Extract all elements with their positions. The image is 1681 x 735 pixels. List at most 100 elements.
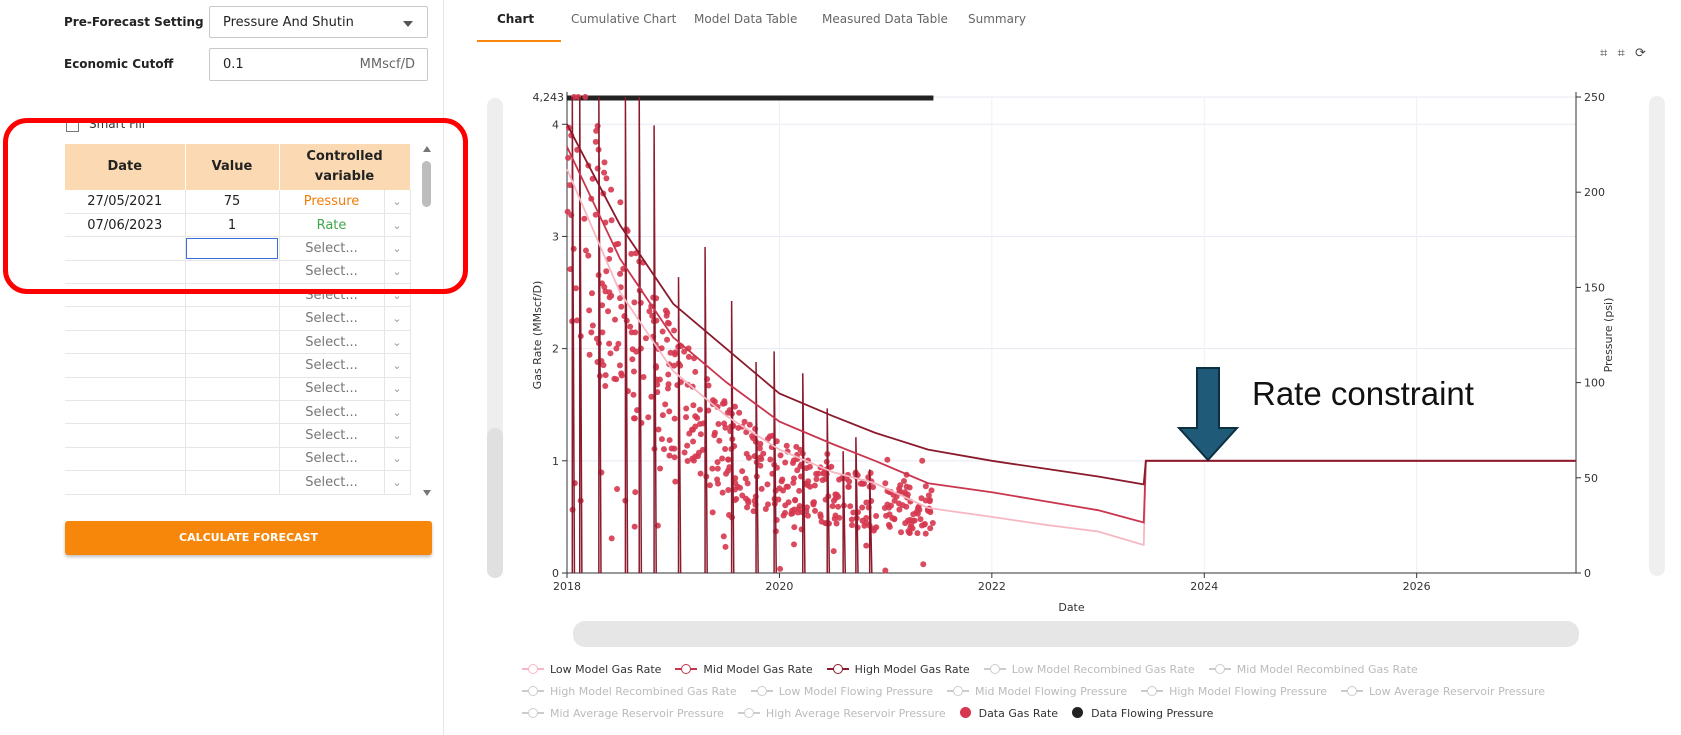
legend-item[interactable]: High Average Reservoir Pressure (737, 703, 946, 725)
chevron-down-icon[interactable]: ⌄ (384, 330, 411, 355)
date-cell[interactable] (65, 353, 186, 378)
date-cell[interactable] (65, 447, 186, 472)
legend-item[interactable]: Data Gas Rate (959, 703, 1058, 725)
controlled-variable-cell[interactable]: Select... (279, 447, 385, 472)
value-cell[interactable] (185, 306, 280, 331)
date-cell[interactable]: 27/05/2021 (65, 190, 186, 214)
table-row[interactable]: Select... ⌄ (65, 306, 411, 331)
legend-item[interactable]: High Model Gas Rate (826, 659, 970, 681)
table-row[interactable]: Select... ⌄ (65, 260, 411, 285)
date-cell[interactable] (65, 236, 186, 261)
value-cell[interactable] (185, 260, 280, 285)
controlled-variable-cell[interactable]: Select... (279, 470, 385, 495)
value-cell[interactable] (185, 236, 280, 261)
tab-cumulative-chart[interactable]: Cumulative Chart (571, 12, 677, 26)
legend-item[interactable]: High Model Recombined Gas Rate (522, 681, 737, 703)
y2-zoom-slider[interactable] (1649, 96, 1665, 576)
table-row[interactable]: Select... ⌄ (65, 400, 411, 425)
legend-item[interactable]: Mid Model Recombined Gas Rate (1208, 659, 1418, 681)
column-header-controlled-variable[interactable]: Controlled variable (279, 144, 411, 190)
economic-cutoff-input[interactable]: 0.1 MMscf/D (209, 48, 428, 81)
date-cell[interactable] (65, 400, 186, 425)
crop-icon[interactable]: ⌗ (1600, 46, 1608, 61)
table-row[interactable]: Select... ⌄ (65, 236, 411, 261)
tab-model-data-table[interactable]: Model Data Table (694, 12, 798, 26)
controlled-variable-cell[interactable]: Select... (279, 377, 385, 402)
date-cell[interactable] (65, 377, 186, 402)
tab-summary[interactable]: Summary (968, 12, 1026, 26)
value-cell[interactable] (185, 423, 280, 448)
table-row[interactable]: Select... ⌄ (65, 423, 411, 448)
date-cell[interactable] (65, 470, 186, 495)
column-header-date[interactable]: Date (65, 144, 186, 190)
chevron-down-icon[interactable]: ⌄ (384, 213, 411, 238)
crop-reset-icon[interactable]: ⌗ (1617, 46, 1625, 61)
value-cell[interactable]: 1 (185, 213, 280, 238)
chevron-down-icon[interactable]: ⌄ (384, 447, 411, 472)
legend-item[interactable]: Low Model Recombined Gas Rate (983, 659, 1195, 681)
chevron-down-icon[interactable]: ⌄ (384, 423, 411, 448)
value-cell[interactable] (185, 377, 280, 402)
column-header-value[interactable]: Value (185, 144, 280, 190)
date-cell[interactable] (65, 423, 186, 448)
grid-scrollbar[interactable] (421, 144, 433, 496)
table-row[interactable]: Select... ⌄ (65, 447, 411, 472)
series-line (566, 146, 1576, 524)
date-cell[interactable] (65, 306, 186, 331)
chevron-down-icon[interactable]: ⌄ (384, 377, 411, 402)
chevron-down-icon[interactable]: ⌄ (384, 400, 411, 425)
legend-item[interactable]: Low Average Reservoir Pressure (1341, 681, 1545, 703)
y-zoom-slider[interactable] (487, 98, 503, 578)
value-cell[interactable] (185, 330, 280, 355)
tab-measured-data-table[interactable]: Measured Data Table (822, 12, 948, 26)
data-gas-rate-point (665, 371, 672, 378)
table-row[interactable]: Select... ⌄ (65, 377, 411, 402)
value-cell[interactable] (185, 470, 280, 495)
value-cell[interactable] (185, 400, 280, 425)
chevron-down-icon[interactable]: ⌄ (384, 236, 411, 261)
table-row[interactable]: Select... ⌄ (65, 470, 411, 495)
table-row[interactable]: 27/05/2021 75 Pressure ⌄ (65, 190, 411, 214)
table-row[interactable]: Select... ⌄ (65, 330, 411, 355)
date-cell[interactable] (65, 330, 186, 355)
data-gas-rate-point (782, 459, 789, 466)
legend-item[interactable]: High Model Flowing Pressure (1141, 681, 1327, 703)
data-gas-rate-point (870, 484, 877, 491)
legend-item[interactable]: Mid Model Flowing Pressure (946, 681, 1127, 703)
controlled-variable-cell[interactable]: Select... (279, 330, 385, 355)
legend-item[interactable]: Mid Model Gas Rate (675, 659, 813, 681)
controlled-variable-cell[interactable]: Select... (279, 260, 385, 285)
chevron-down-icon[interactable]: ⌄ (384, 306, 411, 331)
scroll-up-icon[interactable] (423, 146, 431, 152)
controlled-variable-cell[interactable]: Select... (279, 236, 385, 261)
tab-chart[interactable]: Chart (497, 12, 535, 26)
table-row[interactable]: Select... ⌄ (65, 353, 411, 378)
controlled-variable-cell[interactable]: Select... (279, 400, 385, 425)
chevron-down-icon[interactable]: ⌄ (384, 470, 411, 495)
chevron-down-icon[interactable]: ⌄ (384, 190, 411, 214)
controlled-variable-cell[interactable]: Select... (279, 423, 385, 448)
x-zoom-slider[interactable] (573, 621, 1579, 647)
chevron-down-icon[interactable]: ⌄ (384, 260, 411, 285)
pre-forecast-select[interactable]: Pressure And Shutin (209, 6, 428, 38)
legend-item[interactable]: Low Model Flowing Pressure (750, 681, 933, 703)
date-cell[interactable]: 07/06/2023 (65, 213, 186, 238)
value-cell[interactable]: 75 (185, 190, 280, 214)
legend-item[interactable]: Low Model Gas Rate (522, 659, 661, 681)
legend-item[interactable]: Data Flowing Pressure (1072, 703, 1213, 725)
table-row[interactable]: 07/06/2023 1 Rate ⌄ (65, 213, 411, 238)
y-zoom-handle[interactable] (487, 428, 503, 578)
value-cell[interactable] (185, 447, 280, 472)
controlled-variable-cell[interactable]: Select... (279, 306, 385, 331)
chevron-down-icon[interactable]: ⌄ (384, 353, 411, 378)
legend-item[interactable]: Mid Average Reservoir Pressure (522, 703, 724, 725)
scroll-down-icon[interactable] (423, 490, 431, 496)
controlled-variable-cell[interactable]: Pressure (279, 190, 385, 214)
date-cell[interactable] (65, 260, 186, 285)
scrollbar-thumb[interactable] (422, 161, 431, 207)
refresh-icon[interactable]: ⟳ (1634, 46, 1646, 61)
calculate-forecast-button[interactable]: CALCULATE FORECAST (65, 521, 432, 555)
controlled-variable-cell[interactable]: Rate (279, 213, 385, 238)
controlled-variable-cell[interactable]: Select... (279, 353, 385, 378)
value-cell[interactable] (185, 353, 280, 378)
